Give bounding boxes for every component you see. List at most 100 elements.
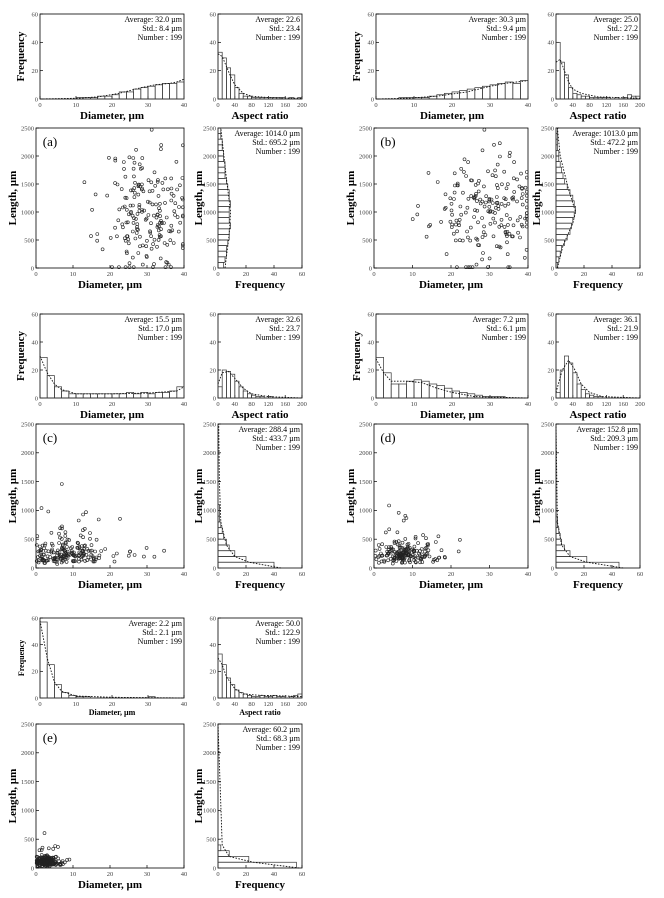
- data-point: [103, 547, 107, 551]
- x-tick-label: 0: [372, 271, 375, 278]
- x-tick-label: 30: [486, 271, 493, 278]
- histogram-bar: [126, 91, 134, 100]
- x-tick-label: 10: [411, 102, 418, 109]
- histogram-bar: [234, 380, 240, 399]
- data-point: [113, 225, 117, 230]
- data-point: [490, 201, 495, 205]
- data-point: [93, 192, 98, 197]
- data-point: [398, 545, 403, 550]
- stats-line: Average: 22.6: [255, 15, 300, 24]
- fit-curve: [220, 127, 232, 269]
- data-point: [141, 189, 146, 194]
- data-point: [506, 223, 510, 227]
- histogram-bar: [555, 538, 562, 546]
- data-point: [64, 560, 69, 564]
- data-point: [138, 184, 142, 189]
- histogram-bar: [580, 95, 586, 100]
- data-point: [46, 846, 51, 851]
- data-point: [60, 542, 65, 547]
- y-tick-label: 500: [362, 537, 372, 544]
- chart-d-length: 0 20 40 60 0 500 1000 1500 2000 2500 Frequency Leng…: [531, 421, 643, 591]
- x-tick-label: 0: [34, 271, 37, 278]
- x-tick-label: 40: [181, 102, 188, 109]
- histogram-bar: [217, 150, 224, 157]
- histogram-bar: [555, 172, 564, 179]
- histogram-bar: [504, 81, 514, 100]
- histogram-bar: [217, 515, 220, 523]
- x-axis-label: Aspect ratio: [239, 708, 281, 717]
- histogram-bar: [238, 386, 244, 399]
- data-point: [163, 201, 167, 205]
- histogram-bar: [568, 87, 574, 100]
- data-point: [49, 541, 54, 546]
- x-tick-label: 160: [280, 401, 290, 408]
- data-point: [64, 553, 69, 558]
- y-tick-label: 1000: [359, 508, 372, 515]
- x-tick-label: 40: [181, 271, 188, 278]
- data-point: [403, 554, 407, 558]
- y-tick-label: 2500: [359, 125, 372, 132]
- y-tick-label: 60: [210, 11, 217, 18]
- data-point: [482, 184, 486, 189]
- stats-line: Std.: 433.7 µm: [252, 434, 301, 443]
- histogram-bar: [555, 200, 575, 207]
- histogram-bar: [176, 386, 185, 399]
- y-tick-label: 500: [206, 837, 216, 844]
- histogram-bar: [217, 861, 297, 869]
- data-point: [131, 221, 136, 225]
- y-axis-label: Frequency: [15, 331, 27, 381]
- y-tick-label: 20: [32, 669, 39, 676]
- data-point: [67, 857, 72, 862]
- data-point: [158, 256, 163, 261]
- y-tick-label: 60: [210, 311, 217, 318]
- data-point: [169, 191, 174, 196]
- data-point: [43, 541, 48, 546]
- data-point: [122, 204, 127, 209]
- data-point: [439, 220, 443, 224]
- data-point: [511, 197, 515, 202]
- data-point: [488, 222, 493, 226]
- data-point: [131, 255, 135, 260]
- stats-line: Std.: 68.3 µm: [256, 734, 301, 743]
- data-point: [82, 180, 87, 184]
- y-axis-label: Length, µm: [531, 171, 543, 226]
- histogram-bar: [247, 694, 252, 699]
- data-point: [460, 238, 465, 243]
- data-point: [506, 265, 511, 270]
- data-point: [168, 238, 173, 242]
- data-point: [174, 160, 179, 164]
- histogram-bar: [555, 515, 558, 523]
- histogram-bar: [133, 393, 142, 399]
- histogram-bar: [217, 161, 226, 168]
- data-point: [83, 559, 87, 563]
- x-tick-label: 20: [109, 401, 116, 408]
- y-tick-label: 1500: [203, 779, 216, 786]
- y-tick-label: 0: [551, 565, 554, 572]
- data-point: [524, 199, 529, 203]
- data-point: [76, 518, 81, 523]
- data-point: [132, 195, 137, 199]
- data-point: [413, 534, 418, 539]
- data-point: [480, 216, 484, 220]
- data-point: [476, 189, 481, 194]
- y-tick-label: 0: [213, 265, 216, 272]
- stats-line: Average: 32.0 µm: [124, 15, 182, 24]
- data-point: [134, 231, 139, 235]
- data-point: [76, 546, 80, 550]
- y-tick-label: 0: [35, 395, 38, 402]
- histogram-bar: [289, 696, 294, 699]
- data-point: [426, 548, 431, 553]
- x-axis-label: Aspect ratio: [231, 110, 289, 122]
- data-point: [516, 230, 520, 235]
- data-point: [117, 207, 122, 212]
- data-point: [34, 854, 39, 859]
- panel-label: (c): [43, 430, 57, 445]
- data-point: [37, 848, 42, 853]
- chart-a-diam: 0 10 20 30 40 0 20 40 60 Diameter, µm Frequency Ave…: [15, 11, 187, 122]
- data-point: [481, 230, 486, 234]
- x-tick-label: 40: [525, 271, 532, 278]
- data-point: [452, 171, 457, 176]
- x-tick-label: 120: [264, 401, 274, 408]
- data-point: [405, 544, 410, 549]
